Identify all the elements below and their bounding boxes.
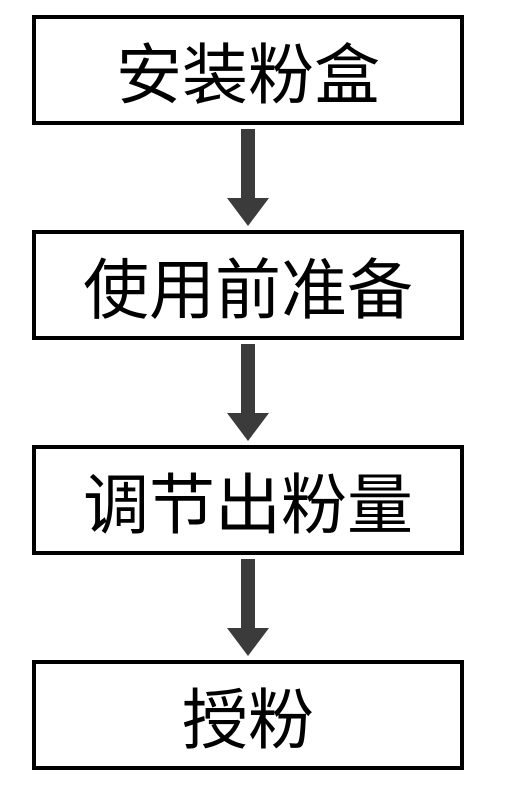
arrow-head-icon — [227, 198, 269, 226]
arrow-head-icon — [227, 413, 269, 441]
flow-node-n2: 使用前准备 — [32, 230, 464, 340]
flow-node-n3: 调节出粉量 — [32, 445, 464, 555]
arrow-shaft — [241, 559, 255, 628]
flow-node-n4: 授粉 — [32, 660, 464, 770]
arrow-shaft — [241, 129, 255, 198]
flow-arrow-n3-n4 — [227, 559, 269, 656]
flow-node-label: 安装粉盒 — [116, 22, 380, 118]
flow-node-label: 授粉 — [182, 667, 314, 763]
flow-node-label: 调节出粉量 — [83, 452, 413, 548]
flow-node-n1: 安装粉盒 — [32, 15, 464, 125]
flow-arrow-n1-n2 — [227, 129, 269, 226]
flowchart-canvas: 安装粉盒使用前准备调节出粉量授粉 — [0, 0, 508, 795]
flow-node-label: 使用前准备 — [83, 237, 413, 333]
arrow-shaft — [241, 344, 255, 413]
flow-arrow-n2-n3 — [227, 344, 269, 441]
arrow-head-icon — [227, 628, 269, 656]
